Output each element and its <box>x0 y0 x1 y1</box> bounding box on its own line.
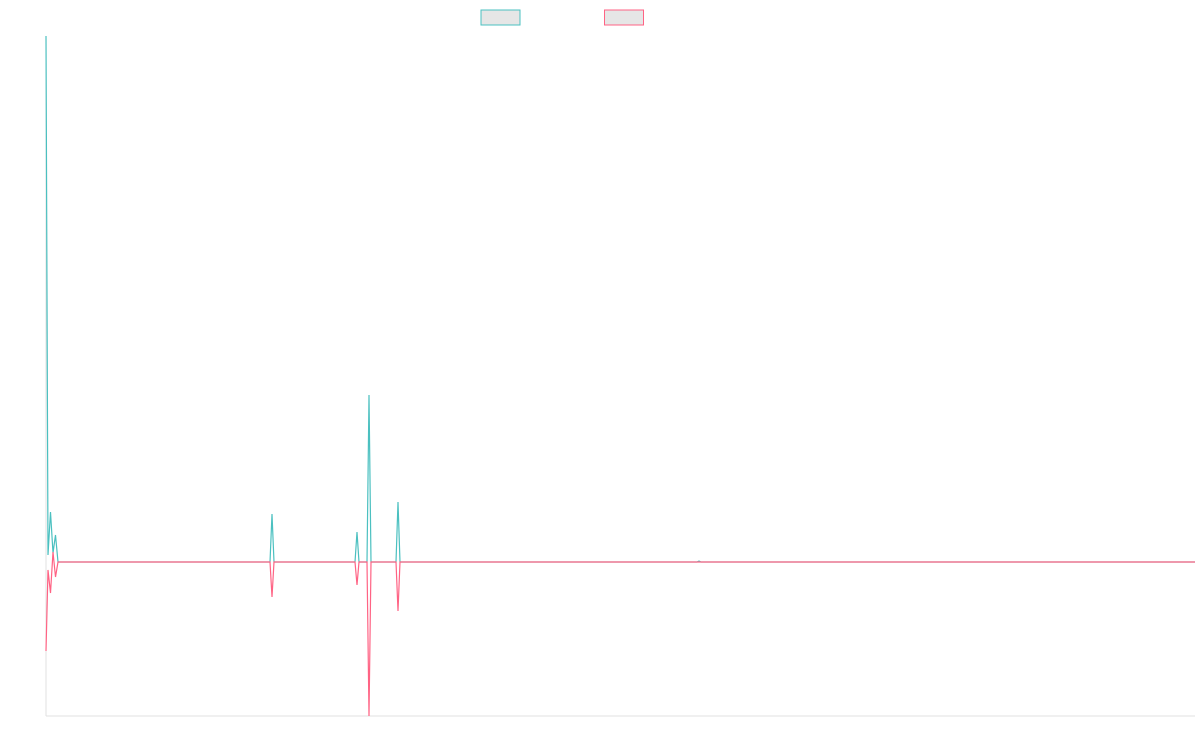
series-line <box>45 551 1195 717</box>
series-line <box>45 35 1195 563</box>
legend-swatch <box>480 9 521 26</box>
legend-swatch <box>604 9 644 26</box>
